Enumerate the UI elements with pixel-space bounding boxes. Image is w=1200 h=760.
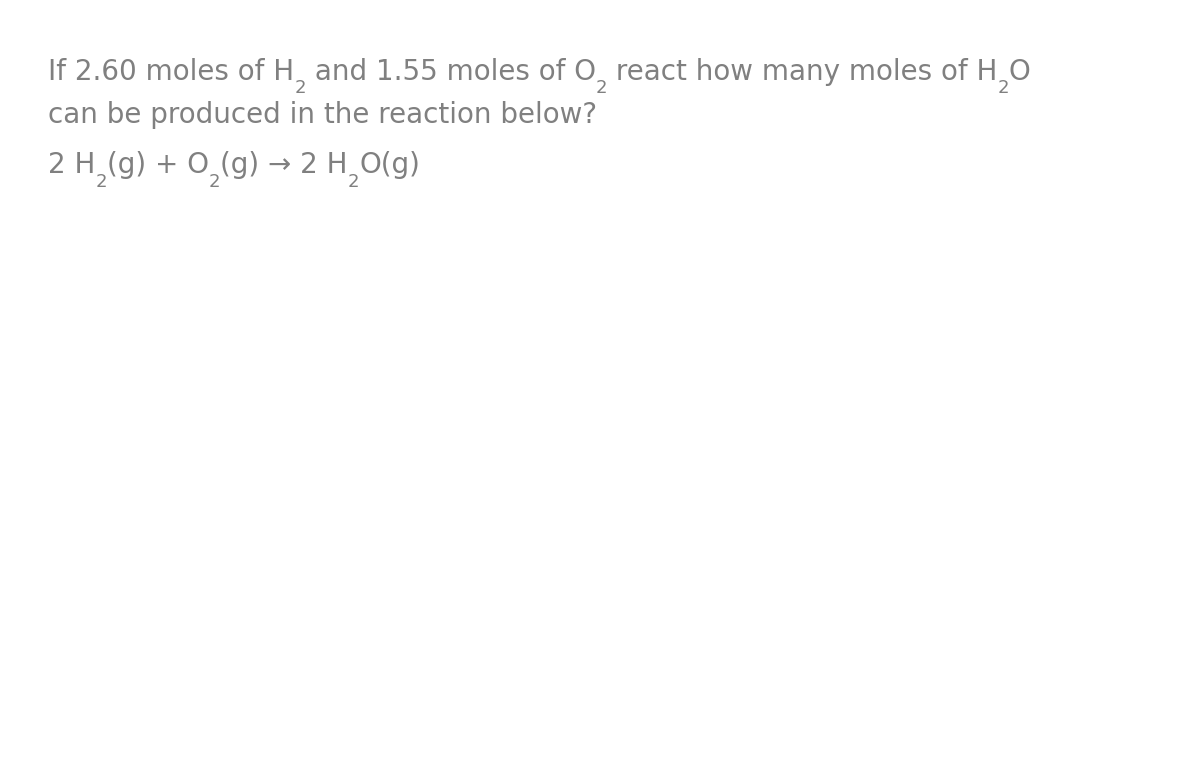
Text: 2: 2	[209, 173, 221, 191]
Text: O: O	[1009, 58, 1031, 86]
Text: can be produced in the reaction below?: can be produced in the reaction below?	[48, 101, 598, 129]
Text: 2: 2	[95, 173, 107, 191]
Text: (g) → 2 H: (g) → 2 H	[221, 151, 348, 179]
Text: 2: 2	[348, 173, 359, 191]
Text: and 1.55 moles of O: and 1.55 moles of O	[306, 58, 595, 86]
Text: If 2.60 moles of H: If 2.60 moles of H	[48, 58, 294, 86]
Text: 2: 2	[294, 80, 306, 97]
Text: react how many moles of H: react how many moles of H	[607, 58, 997, 86]
Text: 2: 2	[595, 80, 607, 97]
Text: 2 H: 2 H	[48, 151, 95, 179]
Text: 2: 2	[997, 80, 1009, 97]
Text: (g) + O: (g) + O	[107, 151, 209, 179]
Text: O(g): O(g)	[359, 151, 420, 179]
